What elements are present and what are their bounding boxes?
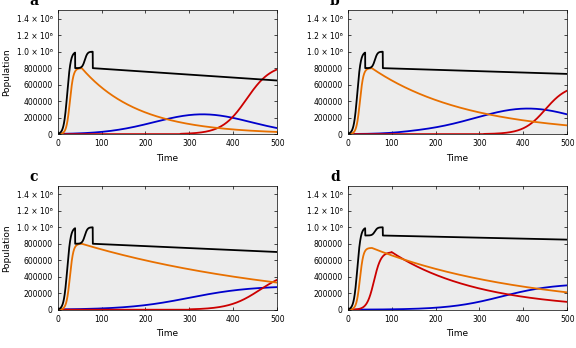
X-axis label: Time: Time [446,329,468,338]
Text: b: b [330,0,340,8]
X-axis label: Time: Time [446,153,468,163]
Y-axis label: Population: Population [2,48,12,96]
X-axis label: Time: Time [157,153,179,163]
Text: d: d [330,169,340,184]
Text: a: a [29,0,38,8]
X-axis label: Time: Time [157,329,179,338]
Text: c: c [29,169,37,184]
Y-axis label: Population: Population [2,224,12,272]
